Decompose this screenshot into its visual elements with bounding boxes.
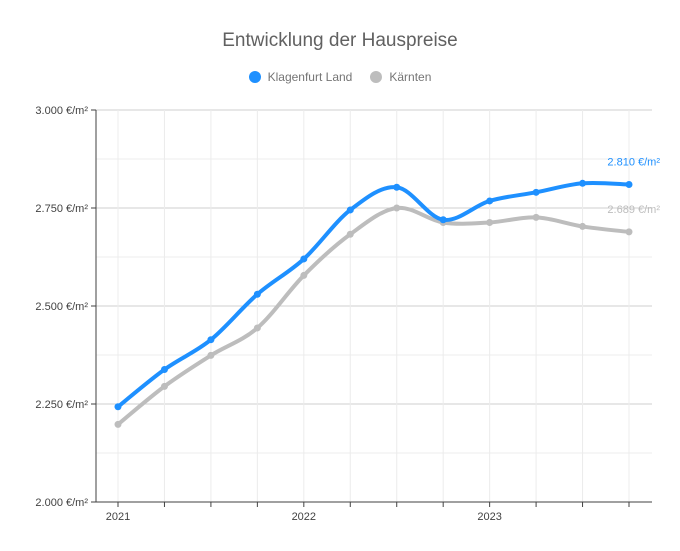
legend: Klagenfurt Land Kärnten (0, 70, 680, 84)
y-tick-label: 2.000 €/m² (35, 497, 88, 509)
data-point-klagenfurt-land (439, 216, 447, 224)
legend-item-kaernten[interactable]: Kärnten (370, 70, 431, 84)
legend-label-klagenfurt-land: Klagenfurt Land (267, 70, 353, 84)
y-tick-label: 2.750 €/m² (35, 203, 88, 215)
data-point-klagenfurt-land (625, 180, 633, 188)
data-point-kaernten (207, 351, 215, 359)
data-point-kaernten (346, 230, 354, 238)
legend-label-kaernten: Kärnten (389, 70, 432, 84)
legend-dot-klagenfurt-land (248, 71, 261, 83)
data-point-kaernten (114, 420, 122, 428)
end-value-label-kaernten: 2.689 €/m² (607, 204, 660, 216)
legend-dot-kaernten (370, 71, 383, 83)
y-tick-label: 2.500 €/m² (35, 301, 88, 313)
chart-title: Entwicklung der Hauspreise (222, 30, 458, 51)
data-point-klagenfurt-land (114, 403, 122, 411)
x-tick-label: 2023 (477, 511, 501, 523)
data-point-klagenfurt-land (160, 366, 168, 374)
data-point-klagenfurt-land (393, 183, 401, 191)
data-point-kaernten (579, 222, 587, 230)
y-tick-label: 3.000 €/m² (35, 105, 88, 117)
data-point-kaernten (300, 271, 308, 279)
data-point-klagenfurt-land (579, 179, 587, 187)
data-point-klagenfurt-land (253, 290, 261, 298)
y-tick-label: 2.250 €/m² (35, 399, 88, 411)
data-point-klagenfurt-land (300, 255, 308, 263)
x-tick-label: 2021 (106, 511, 130, 523)
data-point-kaernten (625, 228, 633, 236)
data-point-klagenfurt-land (486, 197, 494, 205)
x-tick-label: 2022 (292, 511, 316, 523)
data-point-klagenfurt-land (346, 206, 354, 214)
data-point-kaernten (532, 213, 540, 221)
data-point-kaernten (486, 219, 494, 227)
data-point-kaernten (253, 324, 261, 332)
data-point-klagenfurt-land (532, 188, 540, 196)
data-point-kaernten (393, 204, 401, 212)
series-line-kaernten (116, 205, 631, 427)
legend-item-klagenfurt-land[interactable]: Klagenfurt Land (248, 70, 353, 84)
data-point-kaernten (160, 382, 168, 390)
data-point-klagenfurt-land (207, 336, 215, 344)
end-value-label-klagenfurt-land: 2.810 €/m² (607, 156, 660, 168)
